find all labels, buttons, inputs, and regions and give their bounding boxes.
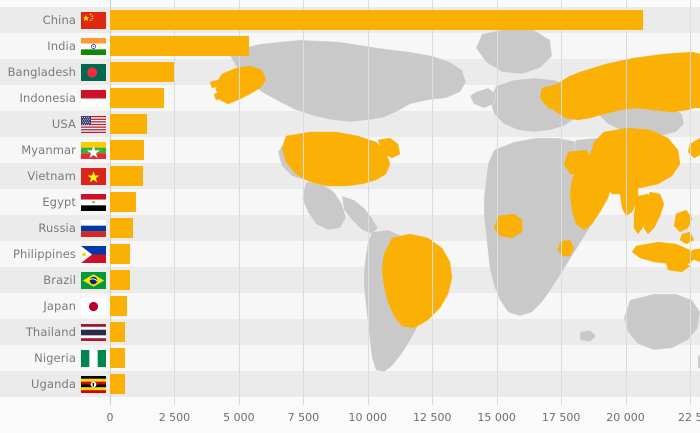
category-label-row: Thailand [0, 319, 110, 345]
country-name-label: Bangladesh [7, 65, 76, 79]
country-name-label: USA [51, 117, 76, 131]
bar[interactable] [110, 62, 174, 82]
category-label-row: India [0, 33, 110, 59]
bar[interactable] [110, 192, 137, 212]
country-name-label: China [42, 13, 76, 27]
flag-ng-icon [81, 349, 106, 367]
flag-id-icon [81, 89, 106, 107]
gridline [303, 0, 305, 405]
category-label-row: Brazil [0, 267, 110, 293]
country-name-label: Brazil [43, 273, 76, 287]
category-label-row: Russia [0, 215, 110, 241]
country-name-label: Thailand [25, 325, 76, 339]
flag-bd-icon [81, 63, 106, 81]
flag-jp-icon [81, 297, 106, 315]
flag-mm-icon [81, 141, 106, 159]
category-label-row: Japan [0, 293, 110, 319]
flag-cn-icon [81, 11, 106, 29]
country-name-label: Nigeria [34, 351, 76, 365]
bar[interactable] [110, 322, 126, 342]
x-axis-tick-label: 22 5... [678, 411, 700, 424]
x-axis-tick-label: 10 000 [348, 411, 388, 424]
category-label-row: Vietnam [0, 163, 110, 189]
country-name-label: India [47, 39, 76, 53]
flag-th-icon [81, 323, 106, 341]
country-name-label: Indonesia [19, 91, 76, 105]
country-name-label: Egypt [42, 195, 76, 209]
x-axis-tick-label: 15 000 [477, 411, 516, 424]
category-label-row: China [0, 7, 110, 33]
gridline [561, 0, 563, 405]
bar[interactable] [110, 36, 249, 56]
plot-area [110, 0, 700, 405]
country-name-label: Russia [38, 221, 76, 235]
bar[interactable] [110, 140, 145, 160]
gridline [496, 0, 498, 405]
gridline [367, 0, 369, 405]
flag-br-icon [81, 271, 106, 289]
gridline [690, 0, 691, 405]
flag-eg-icon [81, 193, 106, 211]
bar[interactable] [110, 348, 125, 368]
bar[interactable] [110, 114, 147, 134]
flag-in-icon [81, 37, 106, 55]
x-axis-tick-label: 5 000 [223, 411, 255, 424]
bar[interactable] [110, 166, 143, 186]
category-label-row: Indonesia [0, 85, 110, 111]
category-label-row: Egypt [0, 189, 110, 215]
country-name-label: Japan [43, 299, 76, 313]
x-axis-tick-label: 20 000 [606, 411, 645, 424]
category-label-row: Uganda [0, 371, 110, 397]
flag-ru-icon [81, 219, 106, 237]
country-name-label: Philippines [12, 247, 76, 261]
x-axis-tick-label: 0 [106, 411, 114, 424]
bar[interactable] [110, 88, 164, 108]
bar[interactable] [110, 374, 125, 394]
flag-ug-icon [81, 375, 106, 393]
x-axis-tick-label: 17 500 [541, 411, 581, 424]
country-name-label: Myanmar [21, 143, 76, 157]
gridline [625, 0, 627, 405]
flag-us-icon [81, 115, 106, 133]
country-name-label: Uganda [31, 377, 76, 391]
x-axis: 0 2 500 5 000 7 500 10 000 12 500 15 000 17 500… [0, 405, 700, 433]
gridline [238, 0, 240, 405]
category-label-row: Bangladesh [0, 59, 110, 85]
x-axis-tick-label: 7 500 [287, 411, 320, 424]
bar[interactable] [110, 218, 133, 238]
x-axis-tick-label: 2 500 [158, 411, 191, 424]
bar[interactable] [110, 296, 127, 316]
flag-vn-icon [81, 167, 106, 185]
gridline [174, 0, 176, 405]
gridline [432, 0, 434, 405]
bar[interactable] [110, 270, 130, 290]
category-label-row: Philippines [0, 241, 110, 267]
category-label-row: Myanmar [0, 137, 110, 163]
category-label-row: Nigeria [0, 345, 110, 371]
x-axis-tick-label: 12 500 [412, 411, 452, 424]
category-label-row: USA [0, 111, 110, 137]
bar[interactable] [110, 10, 643, 30]
category-label-column: China India Bangladesh Indonesia USA [0, 0, 110, 405]
country-name-label: Vietnam [27, 169, 76, 183]
bar[interactable] [110, 244, 131, 264]
flag-ph-icon [81, 245, 106, 263]
